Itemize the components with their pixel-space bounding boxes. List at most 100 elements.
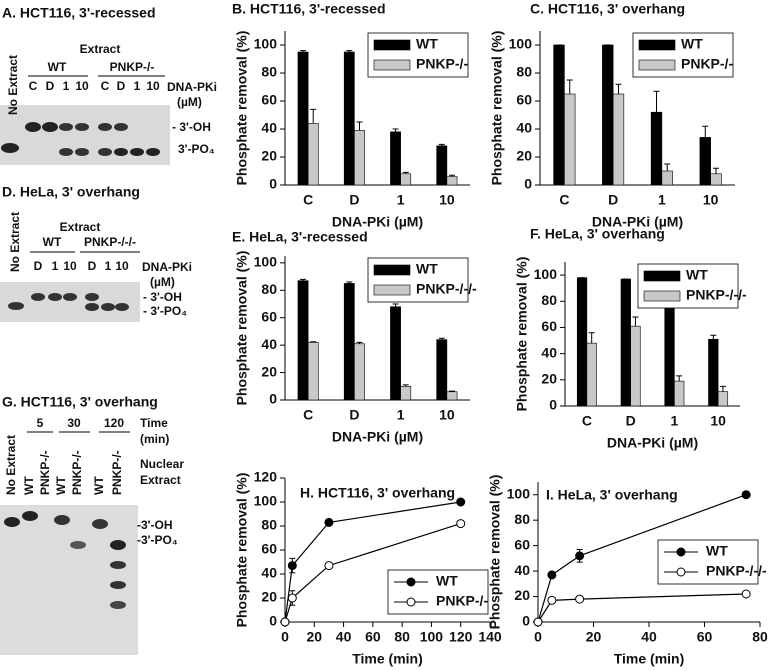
band bbox=[70, 541, 86, 549]
lane-label: D bbox=[34, 259, 43, 273]
lane-label: 1 bbox=[105, 259, 112, 273]
x-tick-label: C bbox=[559, 192, 569, 208]
band bbox=[110, 581, 126, 589]
bar bbox=[297, 51, 309, 186]
marker bbox=[547, 595, 557, 605]
lane-label: 10 bbox=[146, 79, 160, 93]
bar bbox=[400, 385, 412, 401]
bar bbox=[664, 295, 675, 407]
gel-label: Time bbox=[140, 416, 168, 430]
marker bbox=[575, 594, 585, 604]
legend-marker bbox=[676, 547, 686, 557]
y-tick-label: 80 bbox=[261, 64, 277, 80]
lane-label: D bbox=[117, 79, 126, 93]
band bbox=[31, 293, 45, 301]
error-bar bbox=[448, 174, 455, 177]
x-tick-label: C bbox=[303, 407, 313, 423]
y-tick-label: 100 bbox=[254, 36, 278, 52]
gel-label: 5 bbox=[37, 416, 44, 430]
band bbox=[59, 123, 73, 131]
y-tick-label: 20 bbox=[516, 148, 532, 164]
x-tick-label: 40 bbox=[641, 629, 657, 645]
band bbox=[115, 303, 129, 311]
bar bbox=[400, 173, 412, 186]
legend-swatch bbox=[643, 290, 681, 302]
legend-label: PNKP-/- bbox=[436, 593, 488, 609]
error-bar bbox=[588, 332, 595, 344]
error-bar bbox=[310, 341, 317, 343]
marker bbox=[280, 617, 290, 627]
gel-label: No Extract bbox=[8, 212, 22, 272]
error-bar bbox=[653, 90, 660, 113]
x-tick-label: 80 bbox=[394, 629, 410, 645]
bar bbox=[650, 111, 663, 186]
y-tick-label: 20 bbox=[514, 587, 530, 603]
x-tick-label: C bbox=[303, 192, 313, 208]
y-tick-label: 0 bbox=[549, 397, 557, 413]
legend-marker bbox=[676, 567, 686, 577]
lane-label: 10 bbox=[63, 259, 77, 273]
marker bbox=[741, 490, 751, 500]
legend-swatch bbox=[373, 39, 411, 51]
marker bbox=[533, 617, 543, 627]
lane-label: D bbox=[88, 259, 97, 273]
legend-label: PNKP-/-/- bbox=[706, 563, 767, 579]
x-axis-label: Time (min) bbox=[614, 651, 685, 667]
gel-label: No Extract bbox=[4, 435, 18, 495]
gel-label: Extract bbox=[60, 220, 101, 234]
gel-label: (µM) bbox=[177, 95, 202, 109]
y-tick-label: 20 bbox=[541, 371, 557, 387]
y-tick-label: 80 bbox=[261, 281, 277, 297]
y-tick-label: 0 bbox=[269, 176, 277, 192]
y-tick-label: 20 bbox=[261, 148, 277, 164]
y-tick-label: 60 bbox=[261, 308, 277, 324]
lane-label: WT bbox=[54, 476, 68, 495]
x-tick-label: 60 bbox=[365, 629, 381, 645]
x-tick-label: 120 bbox=[449, 629, 473, 645]
x-tick-label: D bbox=[349, 407, 359, 423]
legend-box bbox=[657, 539, 759, 585]
y-axis-label: Phosphate removal (%) bbox=[234, 251, 250, 406]
x-tick-label: D bbox=[626, 413, 636, 429]
gel-image bbox=[0, 282, 140, 322]
error-bar bbox=[448, 390, 455, 392]
y-tick-label: 40 bbox=[261, 336, 277, 352]
chart-title: E. HeLa, 3'-recessed bbox=[232, 229, 368, 245]
lane-label: PNKP-/- bbox=[70, 450, 84, 495]
lane-label: 1 bbox=[63, 79, 70, 93]
error-bar bbox=[632, 316, 639, 327]
x-tick-label: 20 bbox=[586, 629, 602, 645]
y-tick-label: 80 bbox=[541, 292, 557, 308]
x-axis-label: DNA-PKi (µM) bbox=[332, 214, 423, 230]
x-tick-label: 10 bbox=[439, 407, 455, 423]
legend-label: WT bbox=[686, 267, 708, 283]
x-tick-label: 20 bbox=[306, 629, 322, 645]
x-tick-label: 1 bbox=[658, 192, 666, 208]
legend-label: WT bbox=[706, 543, 728, 559]
lane-label: WT bbox=[22, 476, 36, 495]
bar bbox=[436, 339, 448, 401]
bar bbox=[354, 343, 365, 401]
gel-title: G. HCT116, 3' overhang bbox=[2, 394, 158, 410]
bar bbox=[586, 342, 597, 407]
bar bbox=[297, 280, 309, 401]
x-tick-label: 1 bbox=[670, 413, 678, 429]
marker bbox=[287, 561, 297, 571]
gel-label: DNA-PKi bbox=[167, 80, 217, 94]
error-bar bbox=[402, 171, 409, 174]
bar bbox=[307, 123, 319, 186]
x-axis-label: Time (min) bbox=[352, 651, 423, 667]
legend-swatch bbox=[643, 270, 681, 282]
y-axis-label: Phosphate removal (%) bbox=[487, 475, 503, 630]
y-tick-label: 40 bbox=[261, 120, 277, 136]
gel-label: Extract bbox=[80, 42, 121, 56]
marker bbox=[575, 551, 585, 561]
y-tick-label: 80 bbox=[516, 64, 532, 80]
bar bbox=[307, 342, 319, 401]
lane-label: WT bbox=[92, 476, 106, 495]
series-line bbox=[284, 523, 461, 623]
x-tick-label: 40 bbox=[336, 629, 352, 645]
band bbox=[75, 148, 89, 156]
gel-image bbox=[0, 505, 138, 655]
series-line bbox=[284, 501, 461, 623]
